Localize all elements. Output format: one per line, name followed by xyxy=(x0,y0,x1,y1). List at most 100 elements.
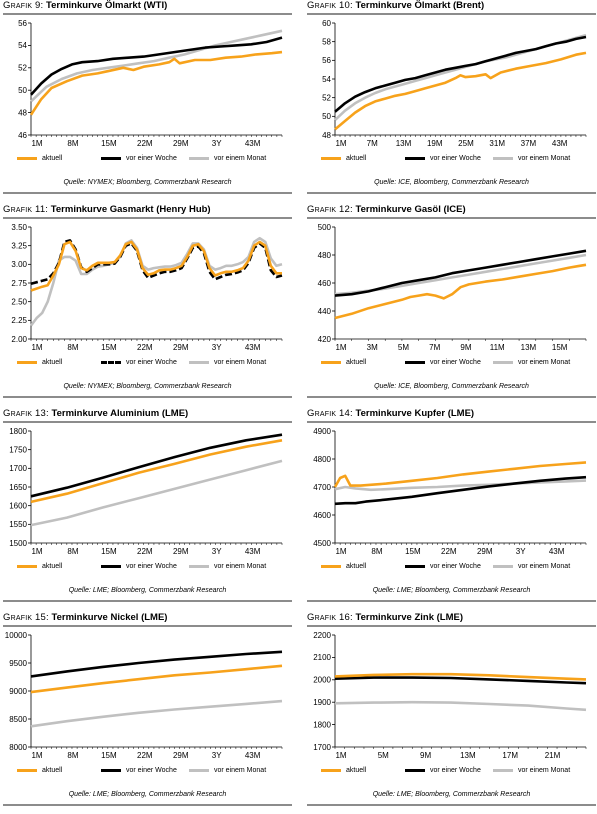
legend-label: vor einem Monat xyxy=(214,359,267,366)
series-line-monat xyxy=(30,699,283,728)
y-tick-label: 8000 xyxy=(9,743,27,752)
x-tick-label: 43M xyxy=(245,547,261,556)
legend-swatch-monat xyxy=(189,769,209,772)
bottom-rule xyxy=(307,804,596,806)
x-tick-label: 3Y xyxy=(212,751,222,760)
legend-label: vor einem Monat xyxy=(214,767,267,774)
x-tick-label: 8M xyxy=(371,547,382,556)
source-note: Quelle: NYMEX; Bloomberg, Commerzbank Re… xyxy=(63,383,232,390)
series-line-aktuell xyxy=(334,672,587,681)
legend-swatch-monat xyxy=(189,565,209,568)
x-tick-label: 15M xyxy=(101,139,117,148)
y-tick-label: 2.50 xyxy=(11,297,27,306)
x-tick-label: 1M xyxy=(31,343,42,352)
legend-swatch-woche xyxy=(405,361,425,364)
y-tick-label: 54 xyxy=(322,75,331,84)
y-tick-label: 1500 xyxy=(9,539,27,548)
legend-swatch-woche xyxy=(101,565,121,568)
legend-label: aktuell xyxy=(346,767,367,774)
legend-swatch-woche xyxy=(101,769,121,772)
chart-title-text: Terminkurve Ölmarkt (Brent) xyxy=(352,0,485,11)
legend-swatch-aktuell xyxy=(17,361,37,364)
plot-area: 8000 8500 9000 9500 10000 1M 8M 15M 22M 29M 3Y 43M xyxy=(5,631,283,760)
legend-swatch-monat xyxy=(493,157,513,160)
x-tick-label: 1M xyxy=(31,751,42,760)
x-tick-label: 22M xyxy=(137,751,153,760)
y-tick-label: 46 xyxy=(18,131,27,140)
chart-title-text: Terminkurve Ölmarkt (WTI) xyxy=(43,0,168,11)
legend: aktuell vor einer Woche vor einem Monat xyxy=(3,358,292,368)
y-tick-label: 2100 xyxy=(313,653,331,662)
x-tick-label: 19M xyxy=(427,139,443,148)
legend: aktuell vor einer Woche vor einem Monat xyxy=(3,562,292,572)
bottom-rule xyxy=(307,396,596,398)
legend-swatch-monat xyxy=(493,565,513,568)
legend-swatch-aktuell xyxy=(321,565,341,568)
x-tick-label: 29M xyxy=(477,547,493,556)
chart-title: Grafik 9: Terminkurve Ölmarkt (WTI) xyxy=(3,0,292,15)
y-tick-label: 460 xyxy=(318,279,332,288)
chart-title: Grafik 15: Terminkurve Nickel (LME) xyxy=(3,612,292,627)
y-tick-label: 1700 xyxy=(9,464,27,473)
legend-label: aktuell xyxy=(346,563,367,570)
legend: aktuell vor einer Woche vor einem Monat xyxy=(307,766,596,776)
y-tick-label: 52 xyxy=(322,93,331,102)
legend-swatch-aktuell xyxy=(17,769,37,772)
legend: aktuell vor einer Woche vor einem Monat xyxy=(3,154,292,164)
y-tick-label: 500 xyxy=(318,223,332,232)
x-tick-label: 21M xyxy=(545,751,561,760)
plot-area: 1700 1800 1900 2000 2100 2200 1M 5M 9M 13M 17M 21M xyxy=(313,631,587,760)
x-tick-label: 15M xyxy=(552,343,568,352)
title-rule xyxy=(3,217,292,219)
y-tick-label: 50 xyxy=(322,112,331,121)
x-tick-label: 29M xyxy=(173,547,189,556)
legend: aktuell vor einer Woche vor einem Monat xyxy=(3,766,292,776)
legend-label: vor einer Woche xyxy=(430,563,481,570)
y-tick-label: 2.25 xyxy=(11,316,27,325)
chart-title-text: Terminkurve Aluminium (LME) xyxy=(48,408,189,419)
plot-area: 2.00 2.25 2.50 2.75 3.00 3.25 3.50 1M 8M 15M 22M 29… xyxy=(11,223,283,352)
source-note: Quelle: LME; Bloomberg, Commerzbank Rese… xyxy=(372,791,531,798)
chart-title: Grafik 14: Terminkurve Kupfer (LME) xyxy=(307,408,596,423)
y-tick-label: 4600 xyxy=(313,511,331,520)
bottom-rule xyxy=(3,192,292,194)
legend-swatch-woche xyxy=(405,157,425,160)
title-rule xyxy=(3,13,292,15)
series-line-woche xyxy=(334,676,587,685)
title-rule xyxy=(307,217,596,219)
legend-swatch-woche xyxy=(101,157,121,160)
source-note: Quelle: LME; Bloomberg, Commerzbank Rese… xyxy=(68,587,227,594)
chart-panel: Grafik 12: Terminkurve Gasöl (ICE) 420 440… xyxy=(307,204,596,406)
y-tick-label: 3.25 xyxy=(11,241,27,250)
legend-swatch-aktuell xyxy=(17,157,37,160)
x-tick-label: 8M xyxy=(67,139,78,148)
x-tick-label: 1M xyxy=(31,547,42,556)
y-tick-label: 60 xyxy=(322,19,331,28)
legend: aktuell vor einer Woche vor einem Monat xyxy=(307,358,596,368)
source-note: Quelle: NYMEX; Bloomberg, Commerzbank Re… xyxy=(63,179,232,186)
legend-label: aktuell xyxy=(346,155,367,162)
x-tick-label: 22M xyxy=(137,139,153,148)
chart-panel: Grafik 15: Terminkurve Nickel (LME) 8000 8… xyxy=(3,612,292,814)
legend-swatch-woche xyxy=(405,769,425,772)
legend-label: vor einem Monat xyxy=(518,155,571,162)
legend-swatch-monat xyxy=(493,769,513,772)
x-tick-label: 8M xyxy=(67,343,78,352)
chart-panel: Grafik 9: Terminkurve Ölmarkt (WTI) 46 48 5… xyxy=(3,0,292,202)
y-tick-label: 1750 xyxy=(9,445,27,454)
y-tick-label: 3.00 xyxy=(11,260,27,269)
legend-label: vor einer Woche xyxy=(126,563,177,570)
chart-title-prefix: Grafik 11: xyxy=(3,204,49,215)
x-tick-label: 3Y xyxy=(212,343,222,352)
y-tick-label: 1550 xyxy=(9,520,27,529)
chart-title-prefix: Grafik 13: xyxy=(3,408,49,419)
legend-swatch-monat xyxy=(493,361,513,364)
x-tick-label: 31M xyxy=(489,139,505,148)
series-line-woche xyxy=(334,35,587,113)
y-tick-label: 480 xyxy=(318,251,332,260)
legend-label: vor einem Monat xyxy=(214,155,267,162)
chart-title-text: Terminkurve Gasmarkt (Henry Hub) xyxy=(48,204,211,215)
plot-area: 420 440 460 480 500 1M 3M 5M 7M 9M 11M 13M 15M xyxy=(318,223,587,352)
x-tick-label: 22M xyxy=(137,343,153,352)
y-tick-label: 2000 xyxy=(313,676,331,685)
